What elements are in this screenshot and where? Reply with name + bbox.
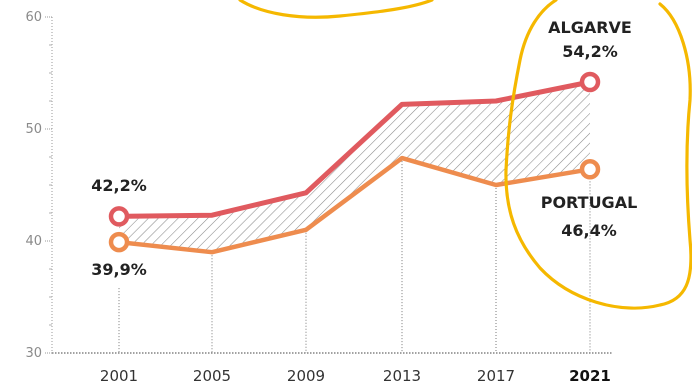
annotation-circle-right xyxy=(504,0,692,310)
hand-drawn-annotations xyxy=(238,0,692,310)
series-lines xyxy=(108,71,601,255)
series-marker-algarve xyxy=(108,206,130,227)
x-axis: 2001 2005 2009 2013 2017 2021 xyxy=(52,352,612,385)
portugal-series-name: PORTUGAL xyxy=(541,193,638,212)
y-tick-label: 60 xyxy=(25,10,42,25)
annotation-arc-top xyxy=(238,0,434,19)
algarve-series-name: ALGARVE xyxy=(548,18,632,37)
series-line-portugal xyxy=(116,155,593,255)
x-tick-label: 2009 xyxy=(287,367,325,385)
grid xyxy=(118,158,591,353)
series-marker-algarve xyxy=(579,71,601,93)
y-tick-label: 30 xyxy=(25,346,42,361)
gap-hatch-area xyxy=(119,82,590,253)
portugal-start-label: 39,9% xyxy=(91,260,147,279)
algarve-start-label: 42,2% xyxy=(91,176,147,195)
series-marker-portugal xyxy=(108,231,130,253)
series-marker-portugal xyxy=(579,159,601,180)
x-tick-label: 2021 xyxy=(569,367,611,385)
portugal-end-label: 46,4% xyxy=(561,221,617,240)
x-tick-label: 2001 xyxy=(100,367,138,385)
x-tick-label: 2005 xyxy=(193,367,231,385)
algarve-end-label: 54,2% xyxy=(562,42,618,61)
y-tick-label: 50 xyxy=(25,122,42,137)
y-tick-label: 40 xyxy=(25,234,42,249)
series-line-algarve xyxy=(116,79,593,219)
y-axis: 30 40 50 60 xyxy=(25,10,53,361)
x-tick-label: 2017 xyxy=(477,367,515,385)
x-tick-label: 2013 xyxy=(383,367,421,385)
